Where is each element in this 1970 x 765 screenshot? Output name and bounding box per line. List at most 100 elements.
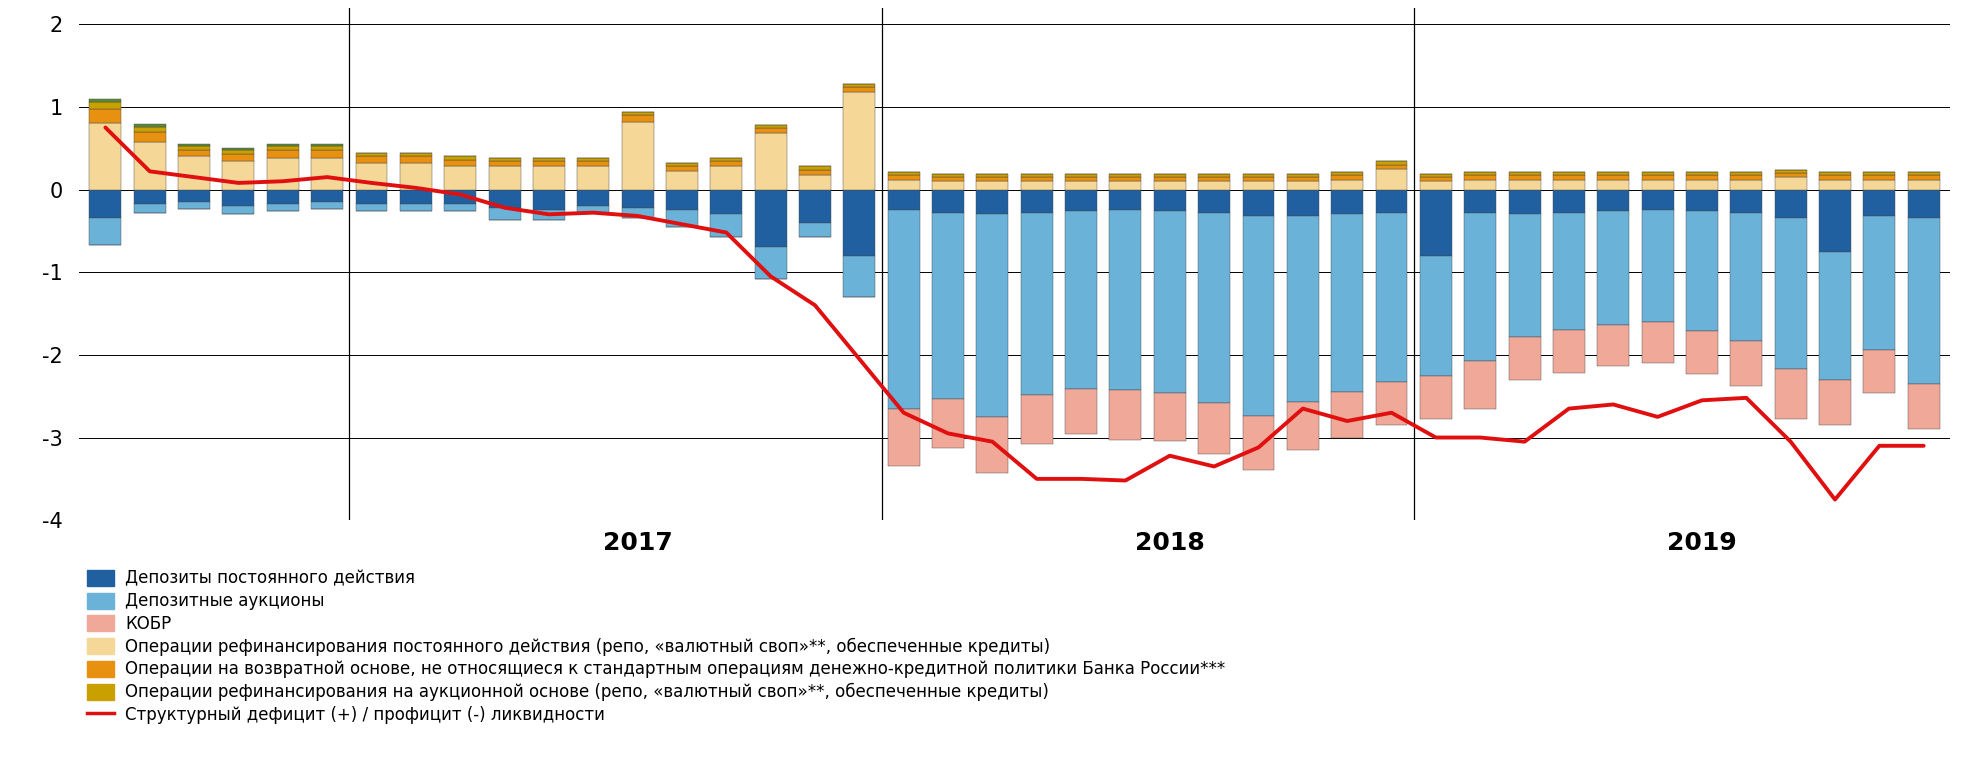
- Bar: [888, 190, 920, 210]
- Bar: [1286, 402, 1318, 450]
- Bar: [1864, 175, 1895, 180]
- Bar: [1154, 393, 1186, 441]
- Bar: [1154, 177, 1186, 181]
- Bar: [266, 145, 299, 150]
- Bar: [355, 190, 388, 204]
- Bar: [623, 190, 654, 208]
- Bar: [1552, 330, 1586, 373]
- Bar: [1243, 190, 1275, 216]
- Bar: [1332, 190, 1363, 214]
- Bar: [1818, 172, 1852, 175]
- Bar: [1154, 181, 1186, 190]
- Bar: [800, 170, 831, 174]
- Bar: [666, 163, 697, 166]
- Bar: [1907, 219, 1940, 384]
- Bar: [666, 166, 697, 171]
- Bar: [355, 163, 388, 190]
- Bar: [177, 202, 211, 209]
- Bar: [755, 133, 786, 190]
- Bar: [843, 87, 875, 92]
- Bar: [534, 210, 565, 220]
- Bar: [577, 161, 609, 166]
- Bar: [1598, 172, 1629, 175]
- Bar: [755, 190, 786, 247]
- Bar: [489, 190, 520, 208]
- Bar: [711, 214, 743, 237]
- Bar: [1243, 174, 1275, 177]
- Bar: [400, 190, 431, 204]
- Bar: [577, 190, 609, 206]
- Bar: [311, 190, 343, 202]
- Bar: [1686, 180, 1718, 190]
- Bar: [1420, 174, 1452, 177]
- Bar: [1775, 219, 1806, 369]
- Bar: [1109, 177, 1141, 181]
- Bar: [1552, 213, 1586, 330]
- Bar: [1598, 180, 1629, 190]
- Bar: [888, 175, 920, 180]
- Bar: [223, 150, 254, 154]
- Bar: [1286, 216, 1318, 402]
- Bar: [1818, 175, 1852, 180]
- Bar: [1420, 376, 1452, 418]
- Bar: [1332, 172, 1363, 175]
- Bar: [1907, 175, 1940, 180]
- Bar: [1332, 175, 1363, 180]
- Bar: [932, 177, 963, 181]
- Bar: [1420, 181, 1452, 190]
- Bar: [1686, 175, 1718, 180]
- Bar: [1109, 190, 1141, 210]
- Bar: [1686, 211, 1718, 331]
- Bar: [1641, 180, 1674, 190]
- Bar: [1375, 213, 1407, 382]
- Bar: [711, 161, 743, 166]
- Bar: [1775, 173, 1806, 177]
- Bar: [1864, 190, 1895, 216]
- Bar: [1286, 190, 1318, 216]
- Bar: [977, 214, 1009, 417]
- Bar: [177, 190, 211, 202]
- Bar: [577, 206, 609, 213]
- Bar: [577, 166, 609, 190]
- Bar: [1109, 174, 1141, 177]
- Legend: Депозиты постоянного действия, Депозитные аукционы, КОБР, Операции рефинансирова: Депозиты постоянного действия, Депозитны…: [87, 569, 1225, 724]
- Bar: [932, 399, 963, 448]
- Bar: [1066, 389, 1097, 435]
- Bar: [1641, 210, 1674, 322]
- Bar: [666, 190, 697, 210]
- Bar: [1509, 172, 1541, 175]
- Bar: [1243, 416, 1275, 470]
- Bar: [1464, 362, 1495, 409]
- Bar: [888, 172, 920, 175]
- Bar: [223, 206, 254, 214]
- Bar: [1286, 181, 1318, 190]
- Bar: [932, 181, 963, 190]
- Bar: [800, 190, 831, 223]
- Bar: [623, 112, 654, 115]
- Bar: [134, 127, 165, 132]
- Bar: [1775, 177, 1806, 190]
- Bar: [89, 123, 122, 190]
- Bar: [1375, 164, 1407, 169]
- Bar: [1375, 161, 1407, 164]
- Bar: [1686, 190, 1718, 211]
- Bar: [623, 115, 654, 122]
- Bar: [311, 150, 343, 158]
- Bar: [177, 157, 211, 190]
- Bar: [1066, 181, 1097, 190]
- Bar: [489, 208, 520, 220]
- Text: 2017: 2017: [603, 531, 672, 555]
- Bar: [1066, 190, 1097, 211]
- Bar: [1332, 180, 1363, 190]
- Bar: [177, 150, 211, 157]
- Bar: [1864, 216, 1895, 350]
- Bar: [1109, 210, 1141, 390]
- Bar: [1020, 190, 1052, 213]
- Bar: [134, 132, 165, 142]
- Bar: [400, 157, 431, 163]
- Bar: [1641, 322, 1674, 363]
- Bar: [1641, 190, 1674, 210]
- Bar: [134, 124, 165, 127]
- Bar: [1332, 392, 1363, 438]
- Bar: [888, 210, 920, 409]
